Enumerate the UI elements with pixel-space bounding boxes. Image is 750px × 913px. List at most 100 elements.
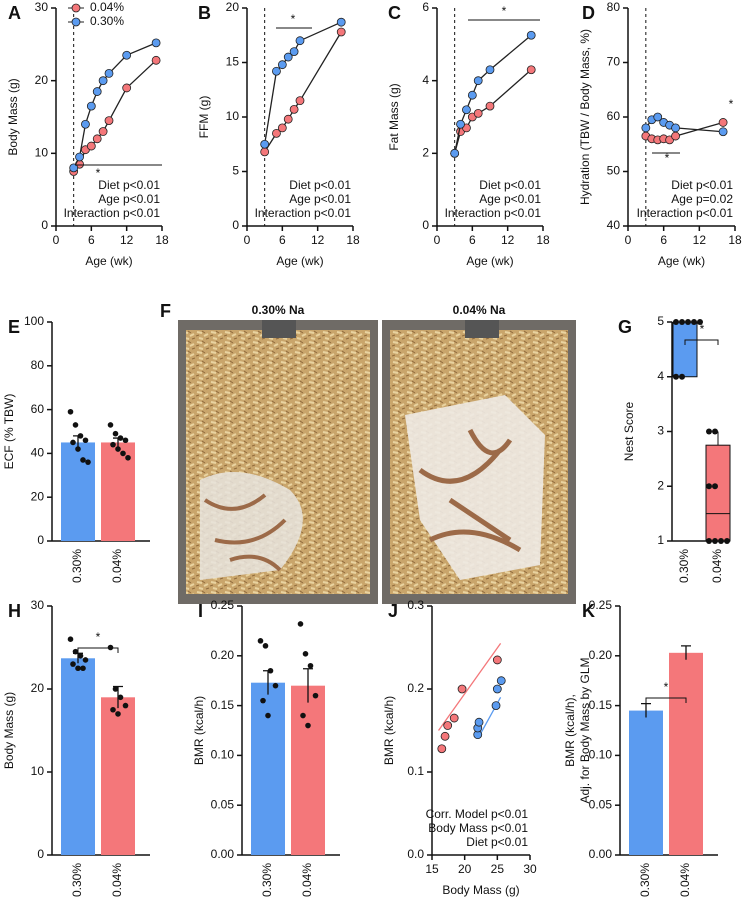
bar (669, 652, 703, 855)
data-point (260, 697, 266, 704)
significance-marker: * (700, 322, 705, 336)
y-axis-label: Body Mass (g) (2, 692, 16, 769)
data-point (312, 692, 319, 699)
data-point (117, 694, 124, 701)
y-axis-label: BMR (kcal/h), (563, 694, 577, 767)
category-label: 0.30% (260, 863, 274, 897)
panel-label: G (618, 317, 632, 337)
point (260, 139, 270, 149)
x-tick-label: 20 (458, 862, 472, 876)
y-tick-label: 40 (31, 446, 45, 460)
y-axis-label: Fat Mass (g) (387, 83, 401, 150)
photo (382, 320, 576, 604)
data-point (300, 712, 306, 719)
data-point (120, 450, 126, 457)
y-tick-label: 60 (607, 109, 621, 123)
photo (178, 320, 378, 604)
significance-marker: * (291, 12, 296, 26)
point (641, 123, 651, 133)
y-tick-label: 10 (35, 146, 49, 160)
y-tick-label: 0.25 (589, 598, 613, 612)
category-label: 0.30% (70, 549, 84, 583)
point (260, 147, 270, 157)
data-point (77, 433, 84, 439)
point (449, 713, 459, 723)
x-tick-label: 12 (120, 233, 134, 247)
point (474, 717, 484, 727)
y-tick-label: 1 (657, 533, 664, 547)
data-point (272, 682, 279, 689)
y-axis-label: Hydration (TBW / Body Mass, %) (578, 29, 592, 205)
y-tick-label: 0.20 (211, 648, 235, 662)
point (98, 76, 108, 86)
error-bar (641, 702, 651, 718)
stats-text: Interaction p<0.01 (637, 206, 734, 220)
stats-text: Diet p<0.01 (289, 178, 351, 192)
stats-text: Age p<0.01 (479, 192, 541, 206)
point (462, 105, 471, 115)
data-point (75, 665, 81, 672)
data-point (307, 662, 314, 669)
category-label: 0.04% (110, 549, 124, 583)
point (283, 114, 293, 124)
y-tick-label: 2 (657, 478, 664, 492)
bar (291, 685, 325, 855)
data-point (75, 446, 81, 452)
point (277, 60, 287, 70)
data-point (67, 408, 74, 415)
stats-text: Diet p<0.01 (671, 178, 733, 192)
point (450, 148, 460, 158)
y-tick-label: 0 (41, 218, 48, 232)
box (705, 444, 731, 542)
data-point (117, 435, 124, 441)
data-point (724, 538, 730, 544)
point (443, 721, 453, 730)
significance-marker: * (664, 680, 669, 694)
point (272, 66, 281, 76)
y-axis-label: Adj. for Body Mass by GLM (578, 657, 592, 803)
y-tick-label: 0.10 (589, 748, 613, 762)
stats-text: Diet p<0.01 (479, 178, 541, 192)
x-tick-label: 12 (693, 233, 707, 247)
point (295, 36, 305, 46)
point (496, 676, 506, 686)
point (92, 134, 102, 144)
y-tick-label: 0.20 (589, 648, 613, 662)
y-tick-label: 6 (422, 0, 429, 14)
x-axis-label: Body Mass (g) (442, 883, 519, 897)
panel-label: E (8, 317, 20, 337)
data-point (697, 319, 703, 325)
y-axis-label: Nest Score (622, 401, 636, 461)
point (653, 112, 663, 122)
stats-text: Interaction p<0.01 (255, 206, 352, 220)
stats-text: Interaction p<0.01 (445, 206, 542, 220)
box (672, 321, 698, 378)
y-axis-label: BMR (kcal/h) (192, 696, 206, 765)
x-tick-label: 12 (501, 233, 515, 247)
x-axis-label: Age (wk) (658, 254, 705, 268)
bar (101, 697, 135, 855)
y-tick-label: 15 (226, 55, 240, 69)
stats-text: Body Mass p<0.01 (428, 821, 528, 835)
y-tick-label: 70 (607, 55, 621, 69)
point (485, 65, 495, 75)
point (336, 17, 346, 27)
error-bar (303, 668, 313, 703)
panel-label: K (582, 601, 595, 621)
y-tick-label: 0.05 (211, 797, 235, 811)
significance-marker: * (96, 630, 101, 644)
y-tick-label: 0.0 (407, 847, 424, 861)
legend-label: 0.04% (90, 0, 124, 14)
category-label: 0.04% (300, 863, 314, 897)
data-point (679, 373, 685, 380)
y-axis-label: BMR (kcal/h) (382, 696, 396, 765)
point (437, 744, 447, 754)
point (86, 101, 96, 111)
point (151, 55, 161, 65)
data-point (77, 653, 84, 659)
category-label: 0.30% (638, 863, 652, 897)
fit-line (438, 642, 502, 731)
data-point (80, 665, 86, 672)
data-point (679, 319, 685, 325)
